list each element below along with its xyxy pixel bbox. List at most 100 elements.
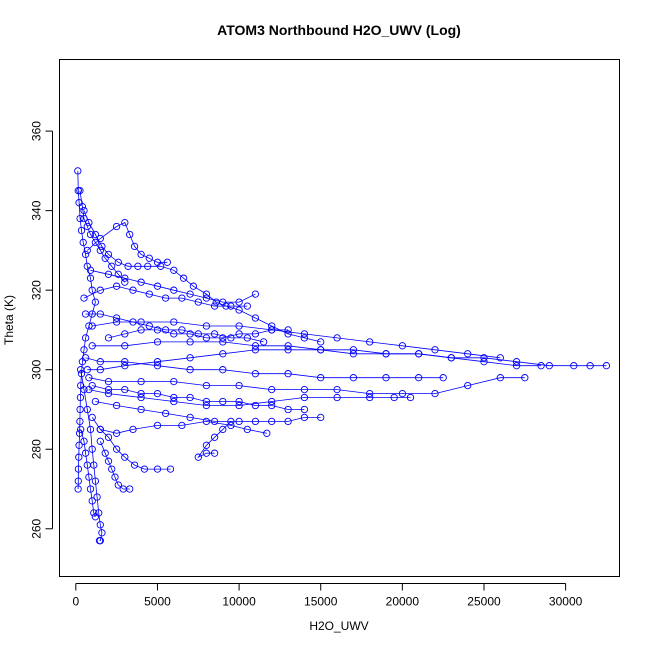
data-point <box>86 266 95 274</box>
data-point <box>86 485 95 493</box>
data-point <box>349 350 358 358</box>
data-point <box>126 230 134 239</box>
data-point <box>227 302 235 310</box>
data-point <box>85 374 93 382</box>
series-line <box>99 441 130 490</box>
data-series <box>77 425 100 521</box>
data-point <box>202 397 211 406</box>
data-point <box>101 254 109 262</box>
data-point <box>202 322 211 330</box>
data-point <box>161 409 170 418</box>
data-point <box>300 393 309 402</box>
data-point <box>235 298 243 306</box>
data-point <box>153 282 162 290</box>
data-point <box>268 326 276 334</box>
data-point <box>104 385 113 394</box>
data-point <box>202 381 211 390</box>
data-point <box>202 294 211 302</box>
data-point <box>75 453 83 461</box>
series-line <box>83 285 248 307</box>
data-point <box>366 389 374 398</box>
data-point <box>268 385 276 394</box>
data-point <box>114 481 122 489</box>
data-point <box>88 413 96 422</box>
data-point <box>317 413 325 422</box>
data-series <box>85 374 529 398</box>
data-series <box>91 397 325 426</box>
data-point <box>81 334 90 342</box>
data-point <box>366 393 374 402</box>
data-point <box>243 302 251 310</box>
data-point <box>145 290 153 298</box>
data-point <box>76 393 85 402</box>
data-point <box>415 350 423 358</box>
data-point <box>112 282 121 290</box>
data-point <box>219 425 227 434</box>
data-point <box>86 274 95 282</box>
data-point <box>235 417 243 426</box>
data-point <box>104 433 113 441</box>
data-point <box>521 374 529 382</box>
data-point <box>349 346 358 354</box>
data-point <box>137 318 145 326</box>
data-point <box>124 262 132 270</box>
data-point <box>98 529 106 537</box>
series-line <box>92 385 305 410</box>
data-point <box>88 342 96 350</box>
data-point <box>96 246 104 255</box>
data-point <box>349 374 358 382</box>
data-point <box>86 230 95 239</box>
data-point <box>431 346 439 354</box>
y-tick-label: 340 <box>30 200 44 220</box>
series-line <box>87 222 168 263</box>
x-tick-label: 5000 <box>144 595 171 609</box>
data-series <box>104 326 292 342</box>
data-point <box>153 362 162 370</box>
series-line <box>87 349 607 371</box>
data-point <box>76 214 84 223</box>
data-point <box>74 167 82 175</box>
data-point <box>166 465 175 473</box>
data-point <box>114 270 122 278</box>
data-point <box>93 493 101 501</box>
data-point <box>121 278 129 286</box>
data-point <box>153 258 162 266</box>
data-series <box>80 206 325 346</box>
data-point <box>263 429 271 437</box>
data-point <box>194 330 202 338</box>
data-point <box>300 385 309 394</box>
data-point <box>121 330 129 338</box>
data-point <box>112 445 121 453</box>
y-tick-label: 320 <box>30 280 44 300</box>
data-point <box>189 282 198 290</box>
data-series <box>88 338 545 370</box>
data-point <box>81 310 90 318</box>
data-point <box>186 338 194 346</box>
data-point <box>382 374 390 382</box>
data-point <box>91 298 100 306</box>
data-point <box>219 298 227 306</box>
y-tick-label: 260 <box>30 518 44 538</box>
y-tick-label: 280 <box>30 439 44 459</box>
data-point <box>81 250 90 259</box>
data-point <box>243 334 251 342</box>
data-point <box>235 401 243 410</box>
data-point <box>202 441 211 449</box>
data-point <box>121 362 129 370</box>
data-point <box>101 449 109 457</box>
data-series <box>83 218 171 266</box>
data-series <box>83 346 611 374</box>
data-point <box>202 334 211 342</box>
data-point <box>333 334 341 342</box>
series-line <box>85 357 444 379</box>
data-point <box>96 521 104 529</box>
data-point <box>251 401 260 410</box>
data-point <box>121 453 129 461</box>
data-point <box>210 330 219 338</box>
data-point <box>333 385 341 394</box>
data-point <box>496 354 504 362</box>
data-point <box>235 322 243 330</box>
data-point <box>251 290 260 298</box>
data-point <box>76 417 84 426</box>
